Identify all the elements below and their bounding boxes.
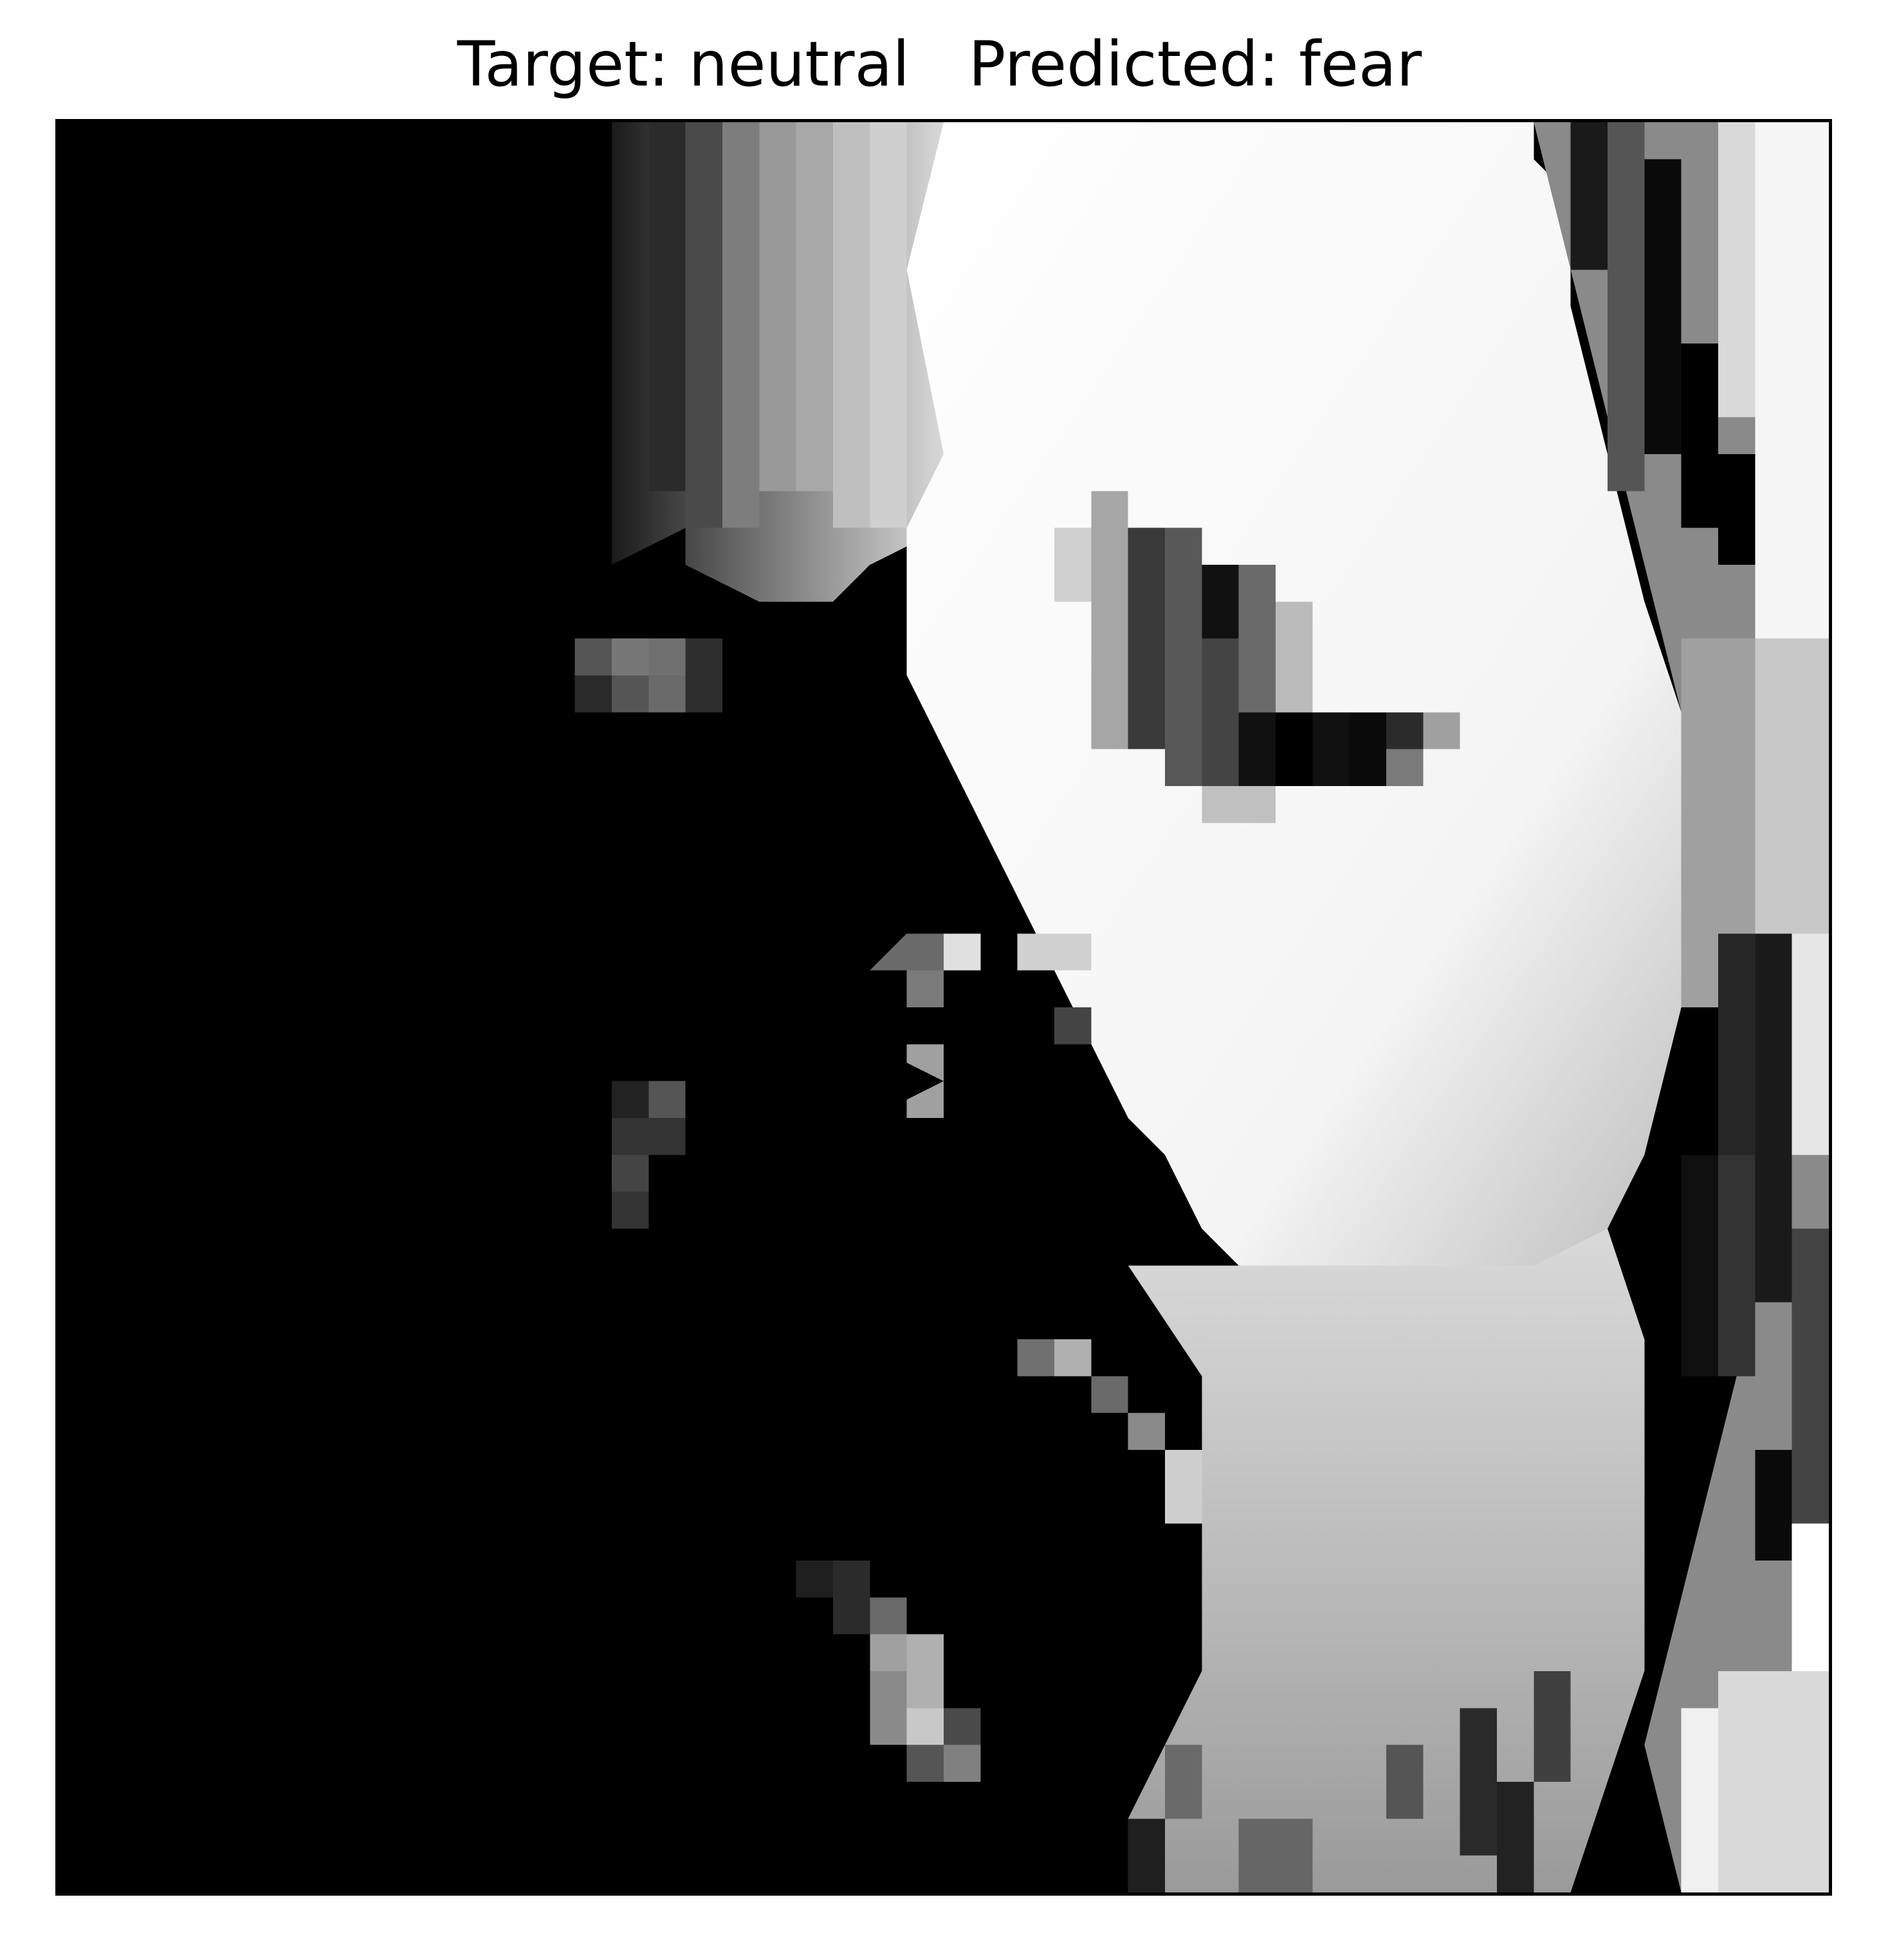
target-value: neutral: [688, 28, 910, 100]
predicted-label: Predicted:: [968, 28, 1279, 100]
neck-region: [1128, 1229, 1645, 1892]
mouth-shadow: [944, 970, 1054, 1045]
face-image-frame: [55, 119, 1832, 1896]
grayscale-face-image: [59, 122, 1829, 1892]
predicted-value: fear: [1299, 28, 1422, 100]
jaw-shadow: [59, 122, 1202, 1892]
figure-title: Target: neutral Predicted: fear: [0, 26, 1879, 103]
target-label: Target:: [457, 28, 670, 100]
